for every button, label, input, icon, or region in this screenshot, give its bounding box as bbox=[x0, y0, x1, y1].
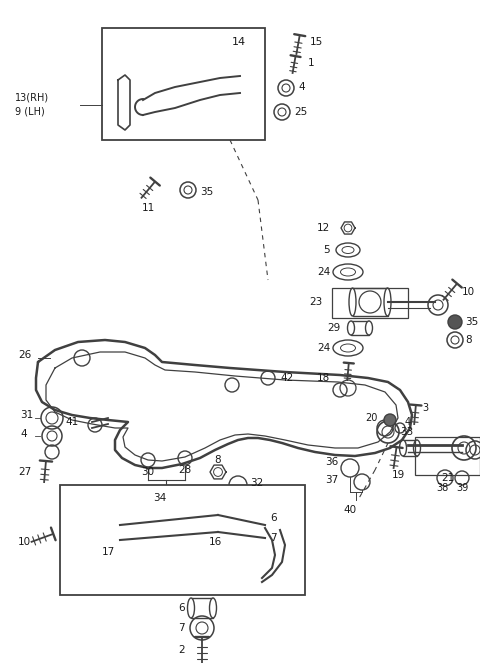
Ellipse shape bbox=[203, 514, 209, 530]
Ellipse shape bbox=[399, 440, 407, 456]
Ellipse shape bbox=[365, 321, 372, 335]
Text: 8: 8 bbox=[465, 335, 472, 345]
Text: 41: 41 bbox=[65, 417, 78, 427]
Text: 15: 15 bbox=[310, 37, 323, 47]
Text: 37: 37 bbox=[325, 475, 338, 485]
Text: 4: 4 bbox=[405, 417, 411, 427]
Ellipse shape bbox=[94, 521, 100, 543]
Text: 27: 27 bbox=[18, 467, 31, 477]
Text: 21: 21 bbox=[442, 473, 455, 483]
Text: 23: 23 bbox=[309, 297, 322, 307]
Text: 31: 31 bbox=[20, 410, 33, 420]
Bar bbox=[403, 440, 417, 456]
Text: 8: 8 bbox=[215, 455, 221, 465]
Text: 16: 16 bbox=[208, 537, 222, 547]
Text: 29: 29 bbox=[327, 323, 340, 333]
Text: 9 (LH): 9 (LH) bbox=[15, 107, 45, 117]
Text: 1: 1 bbox=[308, 58, 314, 68]
Bar bbox=[206, 514, 224, 530]
Ellipse shape bbox=[160, 98, 168, 116]
Text: 40: 40 bbox=[343, 505, 357, 515]
Text: 35: 35 bbox=[465, 317, 478, 327]
Text: 38: 38 bbox=[436, 483, 448, 493]
Text: 25: 25 bbox=[294, 107, 307, 117]
Text: 34: 34 bbox=[154, 493, 167, 503]
Text: 35: 35 bbox=[200, 187, 213, 197]
Ellipse shape bbox=[144, 98, 152, 116]
Ellipse shape bbox=[348, 321, 355, 335]
Text: 11: 11 bbox=[142, 203, 155, 213]
Text: 4: 4 bbox=[20, 429, 26, 439]
Circle shape bbox=[448, 315, 462, 329]
Text: 32: 32 bbox=[250, 478, 263, 488]
Text: 19: 19 bbox=[391, 470, 405, 480]
Text: 10: 10 bbox=[18, 537, 31, 547]
Ellipse shape bbox=[254, 509, 262, 531]
Bar bbox=[415, 437, 480, 475]
Ellipse shape bbox=[235, 509, 241, 531]
Ellipse shape bbox=[116, 521, 122, 543]
Ellipse shape bbox=[209, 598, 216, 618]
Text: 28: 28 bbox=[179, 465, 192, 475]
Ellipse shape bbox=[384, 288, 391, 316]
Ellipse shape bbox=[349, 288, 356, 316]
Text: 7: 7 bbox=[270, 533, 276, 543]
Text: 30: 30 bbox=[142, 467, 155, 477]
Text: 17: 17 bbox=[101, 547, 115, 557]
Bar bbox=[60, 485, 305, 595]
Bar bbox=[332, 288, 408, 318]
Text: 24: 24 bbox=[317, 267, 330, 277]
Text: 18: 18 bbox=[317, 373, 330, 383]
Text: 5: 5 bbox=[324, 245, 330, 255]
Text: 20: 20 bbox=[366, 413, 378, 423]
Bar bbox=[352, 288, 387, 316]
Text: 7: 7 bbox=[179, 623, 185, 633]
Text: 4: 4 bbox=[298, 82, 305, 92]
Circle shape bbox=[384, 414, 396, 426]
Text: 26: 26 bbox=[18, 350, 31, 360]
Text: 3: 3 bbox=[422, 403, 428, 413]
Text: 14: 14 bbox=[232, 37, 246, 47]
Text: 6: 6 bbox=[270, 513, 276, 523]
Text: 42: 42 bbox=[280, 373, 293, 383]
Bar bbox=[351, 321, 369, 335]
Bar bbox=[148, 98, 164, 116]
Text: 24: 24 bbox=[317, 343, 330, 353]
Text: 13(RH): 13(RH) bbox=[15, 93, 49, 103]
Bar bbox=[102, 28, 265, 140]
Text: 2: 2 bbox=[179, 645, 185, 655]
Bar bbox=[97, 521, 119, 543]
Bar bbox=[238, 509, 258, 531]
Text: 39: 39 bbox=[456, 483, 468, 493]
Ellipse shape bbox=[413, 440, 420, 456]
Text: 10: 10 bbox=[462, 287, 475, 297]
Text: 33: 33 bbox=[400, 427, 413, 437]
Text: 36: 36 bbox=[325, 457, 338, 467]
Ellipse shape bbox=[188, 598, 194, 618]
Bar bbox=[191, 598, 213, 618]
Text: 6: 6 bbox=[179, 603, 185, 613]
Ellipse shape bbox=[220, 514, 228, 530]
Text: 12: 12 bbox=[317, 223, 330, 233]
